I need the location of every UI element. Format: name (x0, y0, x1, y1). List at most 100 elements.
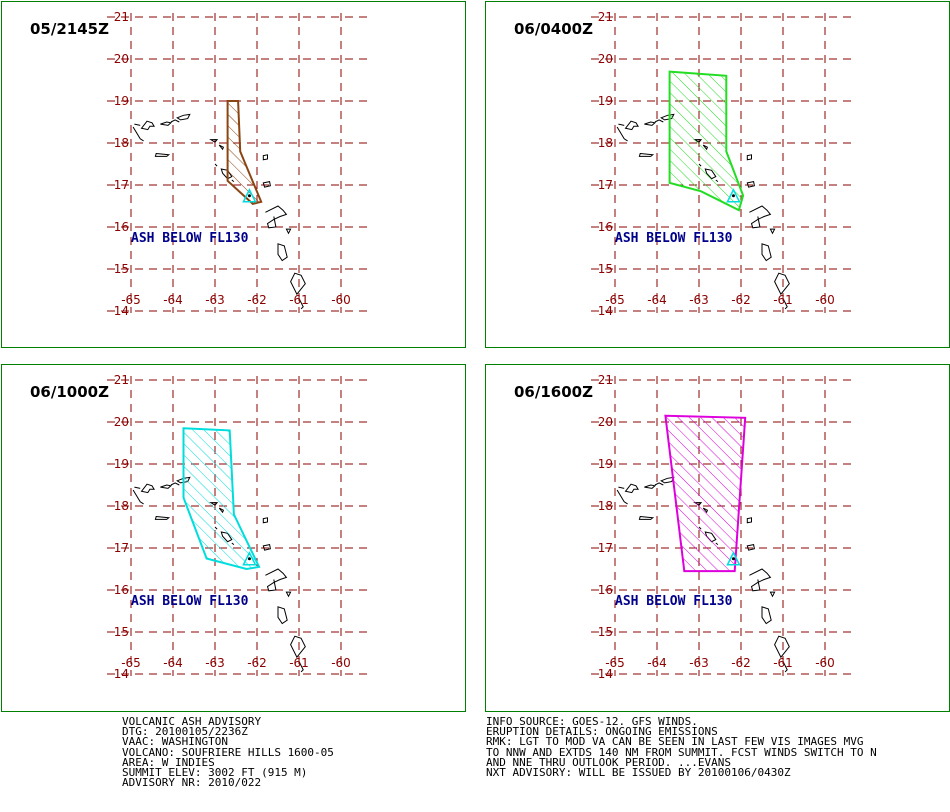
island-outline (265, 568, 288, 592)
island-outline (774, 635, 790, 659)
island-outline (644, 484, 656, 489)
island-outline (774, 272, 790, 296)
island-outline (298, 298, 304, 310)
remark-line: AND NNE THRU OUTLOOK PERIOD. ...EVANS (486, 755, 732, 769)
island-outline (644, 121, 656, 126)
longitude-label: -64 (647, 656, 667, 670)
latitude-label: 20 (114, 415, 129, 429)
latitude-label: 15 (114, 262, 129, 276)
island-outline (170, 119, 180, 123)
forecast-panel: 14 15 16 17 18 19 20 21 -65 -64 -63 -62 -61 -60 05/214… (1, 1, 466, 348)
island-outline (624, 120, 639, 131)
latitude-label: 16 (598, 220, 613, 234)
island-outline (616, 489, 628, 505)
ash-height-label: ASH BELOW FL130 (615, 594, 733, 609)
island-outline (624, 483, 639, 494)
latitude-label: 17 (598, 541, 613, 555)
latitude-label: 16 (598, 583, 613, 597)
ash-cloud-polygon (226, 100, 263, 206)
island-outline (616, 126, 628, 142)
advisory-line: VAAC: WASHINGTON (122, 735, 228, 749)
advisory-line: ADVISORY NR: 2010/022 (122, 776, 262, 790)
island-outline (209, 139, 219, 143)
longitude-label: -61 (773, 293, 793, 307)
panel-valid-time: 06/1000Z (30, 383, 109, 401)
latitude-label: 18 (114, 136, 129, 150)
island-outline (782, 661, 788, 673)
island-outline (262, 181, 271, 188)
panel-valid-time: 06/1600Z (514, 383, 593, 401)
island-outline (214, 163, 218, 167)
latitude-label: 15 (114, 625, 129, 639)
forecast-panel: 14 15 16 17 18 19 20 21 -65 -64 -63 -62 -61 -60 06/160… (485, 364, 950, 712)
lat-lon-grid (107, 13, 373, 313)
longitude-label: -65 (605, 293, 625, 307)
advisory-line: VOLCANO: SOUFRIERE HILLS 1600-05 (122, 745, 334, 759)
forecast-panel: 14 15 16 17 18 19 20 21 -65 -64 -63 -62 -61 -60 06/100… (1, 364, 466, 712)
island-outline (265, 205, 288, 229)
island-outline (262, 154, 268, 161)
island-outline (638, 152, 655, 157)
longitude-label: -62 (247, 293, 267, 307)
longitude-label: -60 (815, 293, 835, 307)
longitude-label: -62 (731, 293, 751, 307)
volcano-summit-icon (242, 551, 257, 566)
advisory-line: AREA: W_INDIES (122, 755, 215, 769)
latitude-label: 14 (598, 667, 613, 681)
summit-dot (247, 557, 251, 561)
latitude-label: 16 (114, 583, 129, 597)
panel-valid-time: 05/2145Z (30, 20, 109, 38)
island-outline (654, 119, 664, 123)
advisory-line: DTG: 20100105/2236Z (122, 725, 248, 739)
longitude-label: -61 (289, 656, 309, 670)
latitude-label: 21 (114, 10, 129, 24)
island-outline (262, 517, 268, 524)
latitude-label: 14 (598, 304, 613, 318)
latitude-label: 17 (114, 541, 129, 555)
latitude-label: 19 (598, 457, 613, 471)
island-outline (654, 482, 664, 486)
longitude-label: -60 (815, 656, 835, 670)
lat-lon-grid (107, 376, 373, 676)
longitude-label: -65 (121, 656, 141, 670)
latitude-label: 18 (114, 499, 129, 513)
island-outline (746, 181, 755, 188)
longitude-label: -62 (247, 656, 267, 670)
island-outline (132, 126, 144, 142)
island-outline (160, 121, 172, 126)
island-outline (154, 152, 171, 157)
remark-line: ERUPTION DETAILS: ONGOING EMISSIONS (486, 725, 718, 739)
island-outline (761, 243, 772, 262)
island-outline (782, 298, 788, 310)
island-outline (618, 486, 625, 489)
latitude-label: 15 (598, 625, 613, 639)
longitude-label: -65 (605, 656, 625, 670)
longitude-label: -64 (163, 293, 183, 307)
remark-line: TO NNW AND EXTDS 140 NM FROM SUMMIT. FCS… (486, 745, 877, 759)
panel-valid-time: 06/0400Z (514, 20, 593, 38)
latitude-label: 19 (114, 457, 129, 471)
island-outline (618, 123, 625, 126)
summit-dot (731, 194, 735, 198)
ash-cloud-polygon (664, 414, 747, 573)
latitude-label: 14 (114, 304, 129, 318)
longitude-label: -63 (689, 293, 709, 307)
island-outline (746, 544, 755, 551)
longitude-label: -60 (331, 656, 351, 670)
ash-height-label: ASH BELOW FL130 (131, 594, 249, 609)
latitude-label: 20 (598, 415, 613, 429)
ash-height-label: ASH BELOW FL130 (131, 231, 249, 246)
longitude-label: -64 (163, 656, 183, 670)
latitude-label: 20 (598, 52, 613, 66)
advisory-line: SUMMIT ELEV: 3002 FT (915 M) (122, 766, 308, 780)
longitude-label: -61 (289, 293, 309, 307)
latitude-label: 15 (598, 262, 613, 276)
latitude-label: 19 (598, 94, 613, 108)
island-outline (132, 489, 144, 505)
island-outline (290, 635, 306, 659)
island-outline (170, 482, 180, 486)
longitude-label: -63 (205, 293, 225, 307)
ash-cloud-polygon (668, 70, 745, 212)
ash-cloud-polygon (182, 427, 261, 571)
